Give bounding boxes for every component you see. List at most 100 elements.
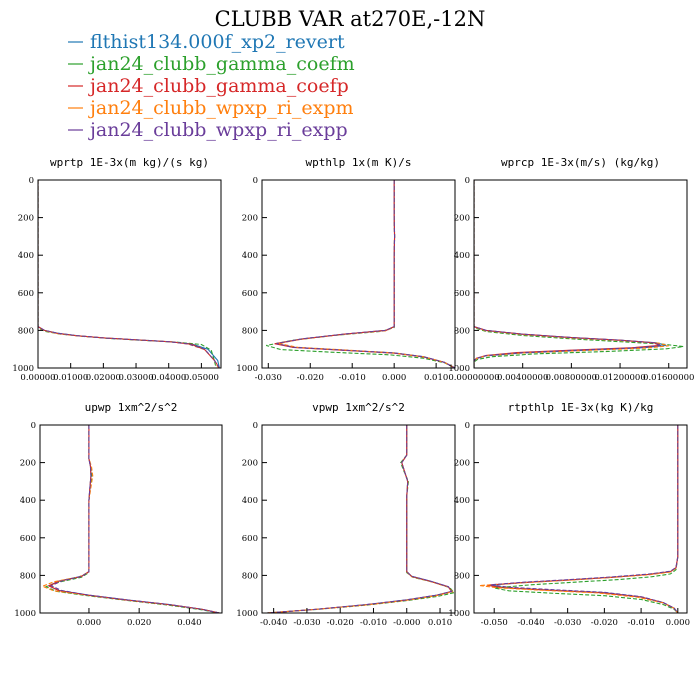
figure-title: CLUBB VAR at270E,-12N	[215, 7, 486, 31]
legend: flthist134.000f_xp2_revertjan24_clubb_ga…	[68, 31, 355, 141]
y-tick-label: 200	[454, 459, 470, 469]
x-tick-label: -0.010	[339, 373, 366, 383]
panels: wprtp 1E-3x(m kg)/(s kg) 0 200 400 600 800 100…	[12, 156, 694, 628]
y-tick-label: 600	[242, 289, 258, 299]
panel-5: vpwp 1xm^2/s^2 0 200 400 600 800 1000-0.040 -0.…	[236, 401, 456, 628]
plot-frame	[37, 179, 222, 369]
legend-entry: jan24_clubb_wpxp_ri_expm	[68, 97, 354, 119]
x-tick-label: -0.030	[293, 618, 320, 628]
y-tick-label: 600	[454, 534, 470, 544]
y-tick-label: 0	[29, 176, 34, 186]
y-tick-label: 800	[20, 571, 36, 581]
y-tick-label: 0	[253, 421, 258, 431]
x-tick-label: -0.040	[517, 618, 544, 628]
x-tick-label: 0.01000	[53, 373, 88, 383]
x-tick-label: 0.000	[382, 373, 406, 383]
series-line	[490, 425, 679, 613]
legend-label: jan24_clubb_gamma_coefm	[88, 53, 355, 75]
y-tick-label: 800	[242, 571, 258, 581]
series-line	[490, 425, 679, 613]
series-line	[50, 425, 220, 613]
series-line	[494, 425, 679, 613]
legend-label: jan24_clubb_gamma_coefp	[88, 75, 349, 97]
legend-label: jan24_clubb_wpxp_ri_expm	[88, 97, 354, 119]
series-line	[276, 180, 455, 368]
series-line	[47, 425, 220, 613]
x-tick-label: 0.00400000	[497, 373, 548, 383]
panel-3: wprcp 1E-3x(m/s) (kg/kg) 0 200 400 600 800 100…	[448, 156, 694, 383]
series-group	[38, 180, 220, 368]
x-tick-label: -0.030	[255, 373, 282, 383]
plot-frame	[261, 179, 456, 369]
x-tick-label: -0.050	[481, 618, 508, 628]
y-tick-label: 600	[18, 289, 34, 299]
y-tick-label: 1000	[236, 609, 258, 619]
y-tick-label: 1000	[14, 609, 36, 619]
y-tick-label: 400	[242, 496, 258, 506]
series-line	[266, 425, 453, 613]
y-tick-label: 800	[18, 326, 34, 336]
panel-1: wprtp 1E-3x(m kg)/(s kg) 0 200 400 600 800 100…	[12, 156, 222, 383]
y-tick-label: 200	[18, 214, 34, 224]
x-tick-label: -0.020	[327, 618, 354, 628]
panel-title: rtpthlp 1E-3x(kg K)/kg	[508, 401, 654, 414]
series-line	[266, 425, 453, 613]
series-group	[479, 425, 679, 613]
x-tick-label: 0.04000	[151, 373, 186, 383]
panel-4: upwp 1xm^2/s^2 0 200 400 600 800 1000 0.000 0.02…	[14, 401, 223, 628]
y-tick-label: 0	[31, 421, 36, 431]
x-tick-label: 0.000	[77, 618, 101, 628]
x-tick-label: -0.010	[360, 618, 387, 628]
y-tick-label: 0	[253, 176, 258, 186]
series-group	[474, 180, 684, 368]
y-tick-label: 400	[454, 496, 470, 506]
plot-frame	[473, 424, 688, 614]
x-tick-label: 0.020	[127, 618, 151, 628]
legend-label: jan24_clubb_wpxp_ri_expp	[88, 119, 348, 141]
x-tick-label: 0.01200000	[594, 373, 645, 383]
x-tick-label: -0.000	[393, 618, 420, 628]
x-tick-label: 0.010	[428, 618, 452, 628]
y-tick-label: 200	[242, 214, 258, 224]
series-line	[474, 180, 667, 368]
x-tick-label: -0.020	[297, 373, 324, 383]
x-tick-label: 0.040	[177, 618, 201, 628]
plot-frame	[261, 424, 456, 614]
series-group	[41, 425, 220, 613]
series-line	[486, 425, 679, 613]
y-tick-label: 800	[454, 571, 470, 581]
panel-title: vpwp 1xm^2/s^2	[312, 401, 405, 414]
y-tick-label: 1000	[236, 364, 258, 374]
y-tick-label: 200	[20, 459, 36, 469]
x-tick-label: 0.01600000	[643, 373, 694, 383]
series-line	[38, 180, 220, 368]
series-line	[44, 425, 220, 613]
x-tick-label: 0.00000000	[448, 373, 499, 383]
y-tick-label: 400	[454, 251, 470, 261]
legend-label: flthist134.000f_xp2_revert	[90, 31, 345, 53]
panel-title: upwp 1xm^2/s^2	[85, 401, 178, 414]
y-tick-label: 200	[454, 214, 470, 224]
series-line	[474, 180, 661, 368]
y-tick-label: 200	[242, 459, 258, 469]
y-tick-label: 400	[20, 496, 36, 506]
y-tick-label: 1000	[448, 609, 470, 619]
series-line	[38, 180, 220, 368]
x-tick-label: 0.010	[424, 373, 448, 383]
y-tick-label: 800	[454, 326, 470, 336]
x-tick-label: 0.03000	[118, 373, 153, 383]
series-line	[266, 425, 455, 613]
y-tick-label: 600	[454, 289, 470, 299]
panel-title: wprcp 1E-3x(m/s) (kg/kg)	[501, 156, 660, 169]
series-line	[479, 425, 679, 613]
y-tick-label: 1000	[12, 364, 34, 374]
y-tick-label: 600	[242, 534, 258, 544]
series-line	[274, 180, 455, 368]
y-tick-label: 800	[242, 326, 258, 336]
x-tick-label: -0.020	[591, 618, 618, 628]
legend-entry: jan24_clubb_gamma_coefm	[68, 53, 355, 75]
legend-entry: flthist134.000f_xp2_revert	[68, 31, 345, 53]
panel-title: wprtp 1E-3x(m kg)/(s kg)	[50, 156, 209, 169]
legend-entry: jan24_clubb_wpxp_ri_expp	[68, 119, 348, 141]
y-tick-label: 1000	[448, 364, 470, 374]
